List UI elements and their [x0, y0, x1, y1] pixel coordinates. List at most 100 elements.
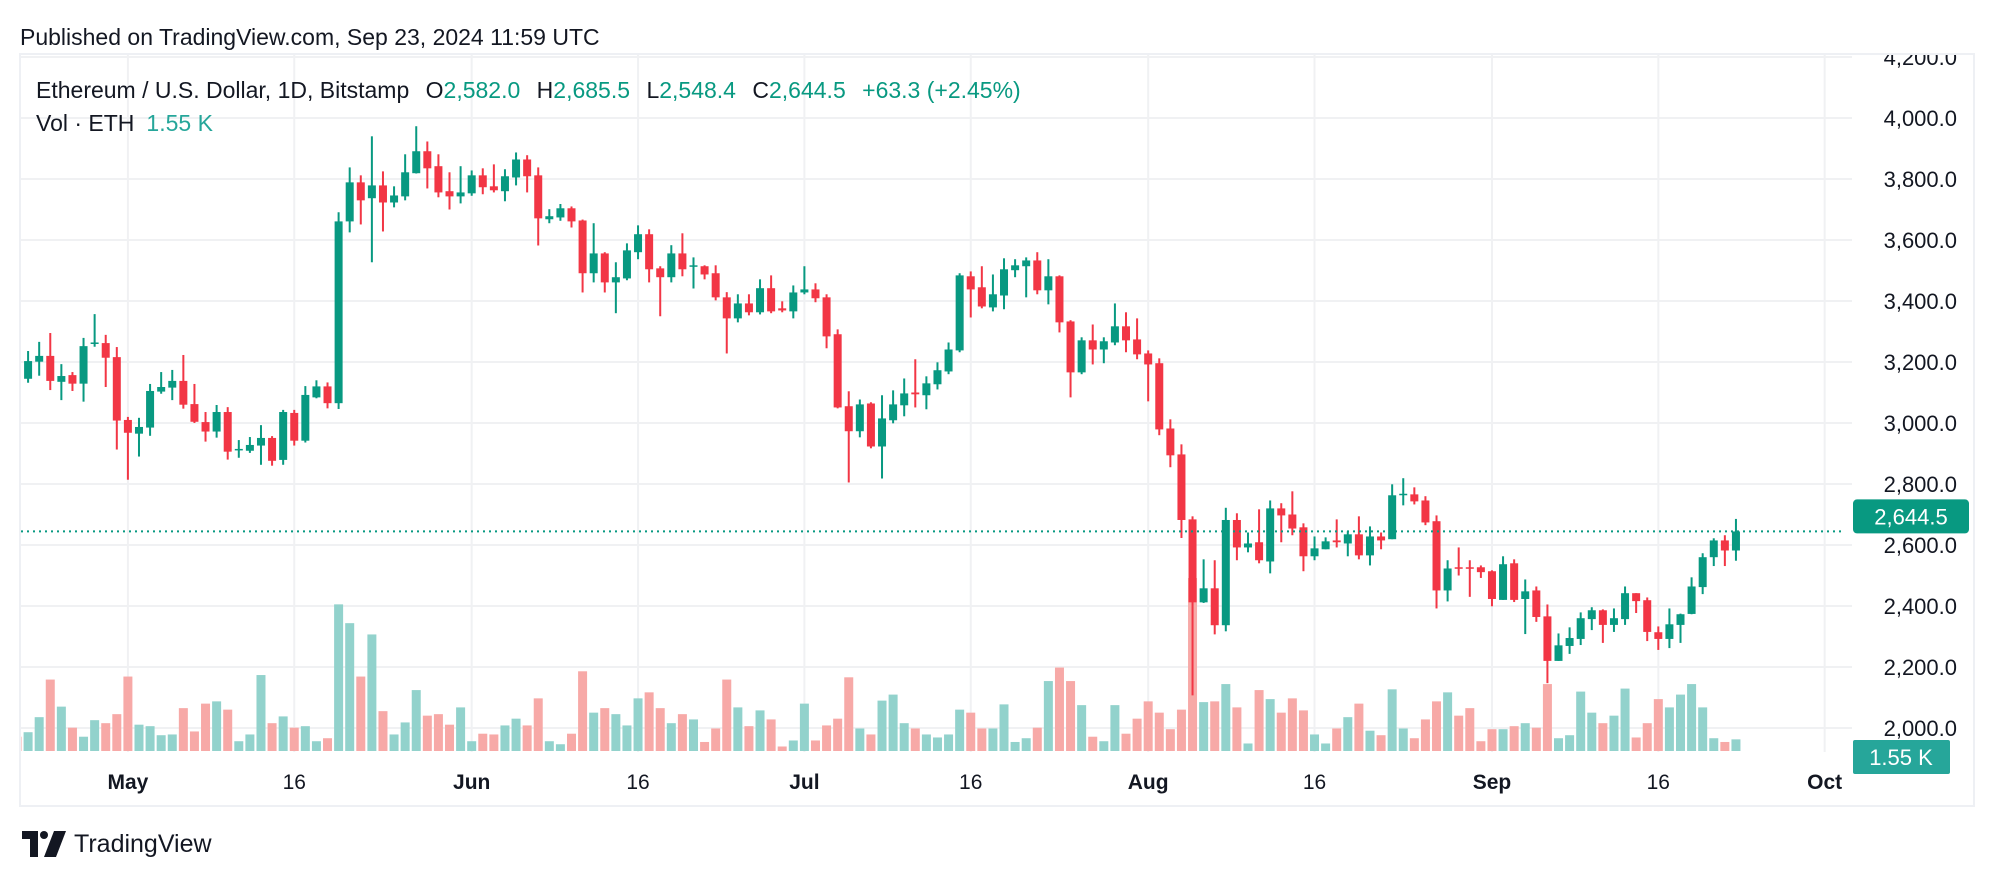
volume-bar	[323, 738, 333, 751]
volume-bar	[1088, 736, 1098, 751]
candle-body	[1632, 593, 1641, 602]
volume-bar	[755, 710, 765, 751]
volume-bar	[1620, 688, 1630, 751]
volume-bar	[378, 711, 388, 751]
price-axis[interactable]: 4,200.0 4,000.0 3,800.0 3,600.0 3,400.0 3,200…	[1884, 45, 1957, 741]
volume-bar	[888, 694, 898, 751]
candle-body	[1421, 500, 1430, 523]
volume-bar	[23, 732, 33, 751]
volume-bar	[1709, 738, 1719, 751]
candle-body	[1621, 593, 1630, 620]
candle-body	[1565, 638, 1574, 646]
price-tick-label: 3,200.0	[1884, 350, 1957, 375]
candle-body	[600, 253, 609, 283]
candle-wick	[1191, 516, 1194, 696]
candle-wick	[991, 274, 994, 312]
candle-wick	[847, 391, 850, 483]
price-tick-label: 3,800.0	[1884, 167, 1957, 192]
candle-body	[878, 418, 887, 447]
candle-body	[201, 422, 210, 432]
volume-bar	[178, 708, 188, 751]
volume-bar	[189, 731, 199, 751]
candle-body	[844, 406, 853, 432]
plot-area[interactable]	[13, 126, 1846, 751]
candle-wick	[614, 262, 617, 314]
volume-bar	[777, 746, 787, 751]
candle-body	[401, 172, 410, 197]
candle-wick	[803, 266, 806, 295]
price-tick-label: 4,000.0	[1884, 106, 1957, 131]
candle-body	[822, 297, 831, 337]
candle-body	[245, 444, 254, 451]
candle-wick	[459, 166, 462, 204]
candle-body	[645, 234, 654, 270]
symbol-name: Ethereum / U.S. Dollar, 1D, Bitstamp	[36, 77, 410, 103]
volume-bar	[644, 692, 654, 751]
volume-bar	[1653, 699, 1663, 751]
candle-body	[134, 426, 143, 434]
volume-bar	[1465, 708, 1475, 751]
candle-body	[46, 355, 55, 381]
volume-bar	[1121, 733, 1131, 751]
candle-body	[1609, 618, 1618, 625]
volume-bar	[877, 700, 887, 751]
candle-body	[1343, 534, 1352, 544]
candle-body	[1388, 495, 1397, 540]
volume-bar	[600, 708, 610, 751]
candle-body	[966, 276, 975, 290]
candle-body	[1177, 454, 1186, 520]
candle-body	[1188, 519, 1197, 603]
candle-body	[1277, 508, 1286, 516]
symbol-legend[interactable]: Ethereum / U.S. Dollar, 1D, Bitstamp O 2,…	[36, 75, 1021, 105]
volume-bar	[1420, 719, 1430, 751]
volume-bar	[1043, 681, 1053, 751]
volume-bar	[921, 734, 931, 751]
candle-wick	[370, 136, 373, 263]
open-label: O	[425, 77, 444, 103]
candle-body	[1510, 563, 1519, 600]
candle-body	[168, 380, 177, 388]
price-tick-label: 4,200.0	[1884, 45, 1957, 70]
candle-body	[290, 412, 299, 441]
footer-logo[interactable]: TradingView	[22, 828, 212, 860]
volume-bar	[932, 737, 942, 751]
volume-bar	[400, 722, 410, 751]
time-tick-label: Jun	[453, 771, 490, 794]
volume-bar	[467, 741, 477, 751]
volume-bar	[256, 675, 266, 751]
time-tick-label: 16	[1303, 771, 1326, 794]
price-tick-label: 2,800.0	[1884, 472, 1957, 497]
candle-body	[589, 253, 598, 274]
price-tick-label: 3,400.0	[1884, 289, 1957, 314]
volume-bar	[1498, 729, 1508, 751]
volume-bar	[544, 741, 554, 751]
tradingview-logo-icon	[22, 831, 66, 857]
candle-wick	[137, 417, 140, 457]
candle-body	[512, 159, 521, 178]
candle-body	[789, 292, 798, 312]
candle-body	[57, 376, 66, 382]
candle-body	[1654, 632, 1663, 639]
volume-bar	[1176, 709, 1186, 751]
candle-body	[988, 294, 997, 308]
volume-bar	[1287, 698, 1297, 751]
candle-body	[1332, 540, 1341, 543]
candle-body	[1155, 363, 1164, 430]
volume-bar	[1265, 699, 1275, 751]
high-value: 2,685.5	[553, 77, 631, 103]
candle-wick	[1102, 337, 1105, 364]
volume-legend[interactable]: Vol · ETH 1.55 K	[36, 108, 213, 138]
volume-bar	[766, 719, 776, 751]
change-value: +63.3 (+2.45%)	[862, 77, 1021, 103]
candle-body	[467, 175, 476, 194]
time-axis[interactable]: May 16 Jun 16 Jul 16 Aug 16 Sep 16 Oct	[107, 771, 1842, 794]
candle-body	[212, 412, 221, 432]
candle-body	[1709, 540, 1718, 558]
volume-bar	[555, 744, 565, 751]
candle-body	[656, 268, 665, 278]
candle-wick	[1524, 579, 1527, 635]
candle-body	[1354, 534, 1363, 556]
candle-body	[767, 288, 776, 312]
candle-body	[157, 387, 166, 392]
